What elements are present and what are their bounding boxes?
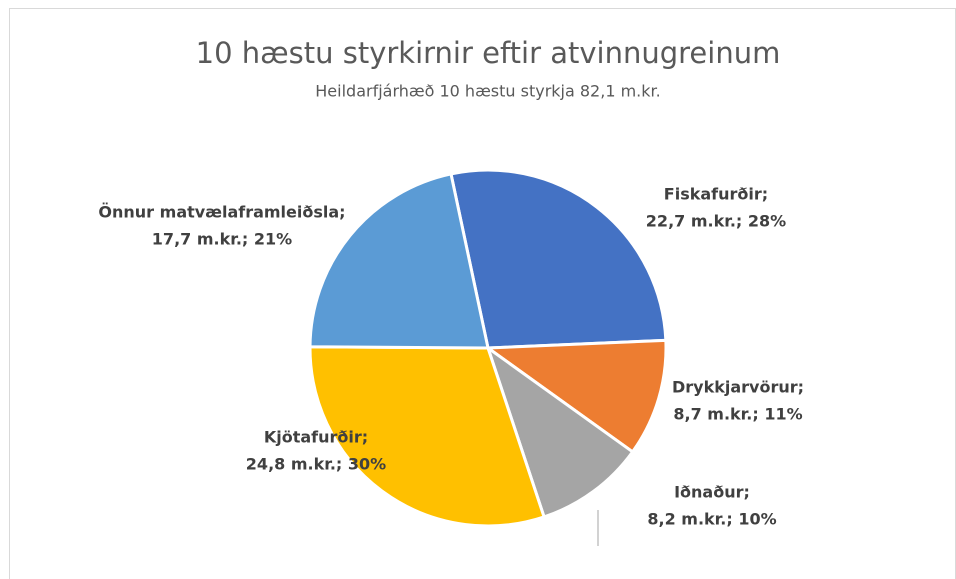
slice-value-label: 17,7 m.kr.; 21% bbox=[152, 230, 292, 249]
slice-value-label: 8,2 m.kr.; 10% bbox=[647, 510, 776, 529]
chart-title: 10 hæstu styrkirnir eftir atvinnugreinum bbox=[196, 36, 781, 70]
slice-category-label: Önnur matvælaframleiðsla; bbox=[98, 203, 345, 222]
slice-value-label: 24,8 m.kr.; 30% bbox=[246, 455, 386, 474]
slice-category-label: Kjötafurðir; bbox=[264, 428, 368, 447]
slice-category-label: Fiskafurðir; bbox=[664, 185, 768, 204]
slice-value-label: 22,7 m.kr.; 28% bbox=[646, 212, 786, 231]
chart-subtitle: Heildarfjárhæð 10 hæstu styrkja 82,1 m.k… bbox=[315, 82, 660, 101]
pie-slice bbox=[308, 345, 546, 528]
pie-slice bbox=[308, 172, 490, 350]
pie-slice bbox=[483, 338, 668, 454]
slice-category-label: Drykkjarvörur; bbox=[672, 378, 804, 397]
slice-category-label: Iðnaður; bbox=[674, 483, 750, 502]
pie-slice bbox=[485, 344, 635, 519]
pie-slice bbox=[449, 168, 668, 350]
slice-value-label: 8,7 m.kr.; 11% bbox=[673, 405, 802, 424]
